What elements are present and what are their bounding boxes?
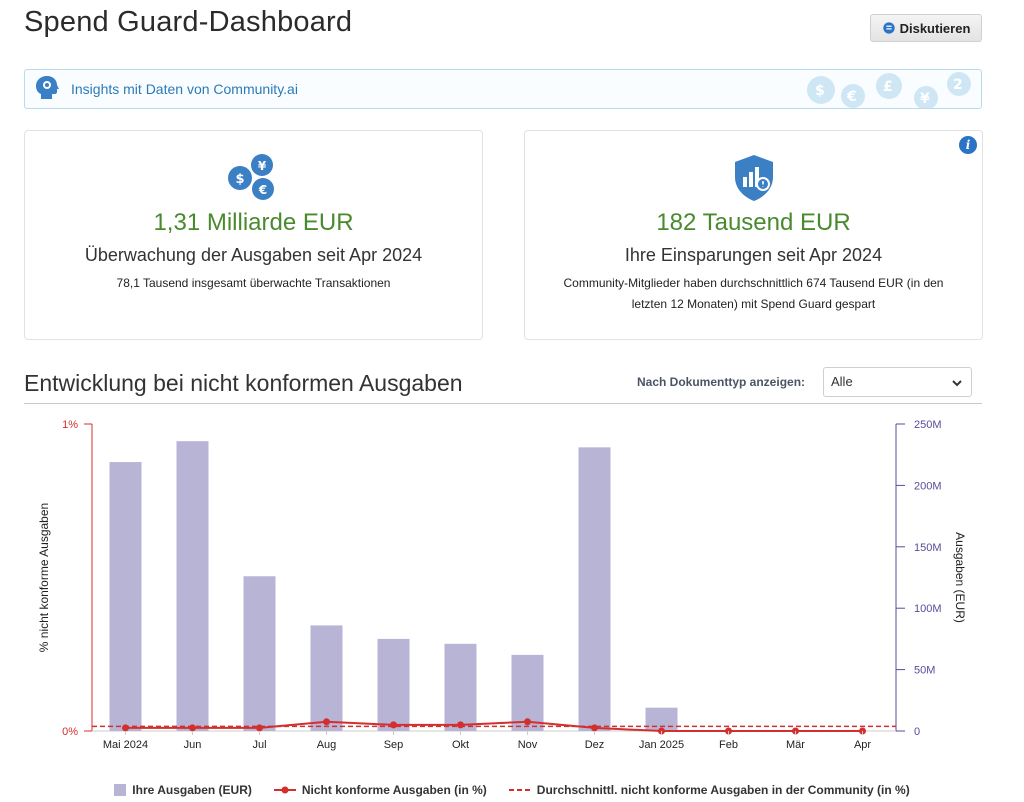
legend-item-spend[interactable]: Ihre Ausgaben (EUR) (114, 783, 252, 797)
spend-bar (243, 576, 276, 731)
right-axis-tick-label: 100M (914, 603, 942, 615)
legend-item-community[interactable]: Durchschnittl. nicht konforme Ausgaben i… (508, 783, 910, 797)
x-axis-tick-label: Jun (184, 739, 202, 751)
svg-text:€: € (257, 183, 266, 197)
svg-text:2: 2 (953, 77, 963, 93)
x-axis-tick-label: Apr (854, 739, 871, 751)
page-title: Spend Guard-Dashboard (24, 6, 353, 38)
x-axis-tick-label: Jul (252, 739, 266, 751)
noncompliant-spend-chart: 0% 1% % nicht konforme Ausgaben 0 50M 100M 150… (37, 419, 967, 751)
svg-text:€: € (846, 89, 857, 105)
chart-legend: Ihre Ausgaben (EUR) Nicht konforme Ausga… (0, 779, 1024, 801)
legend-bar-swatch (114, 784, 127, 796)
right-axis-tick-label: 50M (914, 665, 935, 677)
brain-gear-icon (36, 76, 59, 99)
savings-subtitle: Ihre Einsparungen seit Apr 2024 (624, 245, 883, 265)
svg-text:¥: ¥ (920, 91, 930, 107)
svg-text:¥: ¥ (257, 159, 266, 173)
brain-icon (882, 22, 895, 34)
document-type-select[interactable]: Alle (823, 367, 972, 397)
right-axis-tick-label: 250M (914, 419, 942, 431)
spend-bar (444, 643, 477, 731)
left-axis-tick-label: 1% (62, 419, 78, 431)
insights-banner: Insights mit Daten von Community.ai $ € … (24, 69, 982, 109)
savings-value: 182 Tausend EUR (656, 209, 851, 236)
x-axis-tick-label: Okt (452, 739, 469, 751)
legend-item-noncompliant[interactable]: Nicht konforme Ausgaben (in %) (273, 783, 487, 797)
noncompliant-point (457, 721, 464, 729)
legend-line-swatch (273, 786, 296, 794)
right-axis-tick-label: 0 (914, 726, 920, 738)
x-axis-tick-label: Sep (384, 739, 404, 751)
spend-bar (109, 462, 142, 731)
spend-bar (377, 638, 410, 731)
legend-label-noncompliant: Nicht konforme Ausgaben (in %) (301, 783, 487, 797)
noncompliant-point (591, 724, 598, 732)
right-axis-tick-label: 150M (914, 542, 942, 554)
noncompliant-line (125, 720, 863, 732)
currency-coins-icon: $ ¥ € (227, 154, 274, 200)
legend-label-spend: Ihre Ausgaben (EUR) (132, 783, 252, 797)
x-axis-tick-label: Jan 2025 (639, 739, 684, 751)
discuss-button-label: Diskutieren (899, 20, 971, 36)
x-axis-tick-label: Mai 2024 (103, 739, 148, 751)
x-axis-tick-label: Dez (585, 739, 605, 751)
right-axis-label: Ausgaben (EUR) (953, 532, 967, 623)
left-axis-tick-label: 0% (62, 726, 78, 738)
spend-bar (578, 447, 611, 731)
x-axis-tick-label: Feb (719, 739, 738, 751)
savings-card: i 182 Tausend EUR Ihre Einsparungen seit… (524, 130, 983, 340)
chart-section-title: Entwicklung bei nicht konformen Ausgaben (24, 370, 463, 396)
monitored-spend-value: 1,31 Milliarde EUR (153, 209, 354, 236)
svg-text:£: £ (883, 79, 893, 95)
monitoring-card: $ ¥ € 1,31 Milliarde EUR Überwachung der… (24, 130, 483, 340)
spend-bar (310, 625, 343, 731)
noncompliant-point (122, 724, 129, 732)
discuss-button[interactable]: Diskutieren (870, 14, 982, 42)
monitored-spend-subtitle: Überwachung der Ausgaben seit Apr 2024 (84, 245, 423, 265)
svg-text:$: $ (815, 83, 825, 99)
document-type-select-value: Alle (831, 374, 853, 389)
x-axis-tick-label: Aug (317, 739, 337, 751)
insights-link[interactable]: Insights mit Daten von Community.ai (71, 81, 298, 97)
x-axis-tick-label: Mär (786, 739, 805, 751)
spend-bar (645, 707, 678, 731)
noncompliant-point (189, 724, 196, 732)
community-savings-text: Community-Mitglieder haben durchschnittl… (563, 276, 944, 311)
monitored-transactions-text: 78,1 Tausend insgesamt überwachte Transa… (116, 276, 391, 290)
legend-label-community: Durchschnittl. nicht konforme Ausgaben i… (536, 783, 910, 797)
x-axis-tick-label: Nov (518, 739, 538, 751)
section-divider (24, 403, 982, 404)
info-icon[interactable]: i (959, 136, 977, 154)
noncompliant-point (390, 721, 397, 729)
spend-bar (176, 441, 209, 731)
noncompliant-point (524, 718, 531, 726)
document-type-filter-label: Nach Dokumenttyp anzeigen: (637, 375, 806, 389)
noncompliant-point (323, 718, 330, 726)
chevron-down-icon (952, 380, 962, 387)
legend-dashed-swatch (508, 789, 531, 791)
right-axis-tick-label: 200M (914, 480, 942, 492)
noncompliant-point (256, 724, 263, 732)
svg-text:$: $ (235, 172, 244, 187)
currency-pattern-icon: $ € £ ¥ 2 (807, 72, 971, 108)
left-axis-label: % nicht konforme Ausgaben (37, 503, 51, 652)
shield-chart-icon (734, 155, 773, 201)
